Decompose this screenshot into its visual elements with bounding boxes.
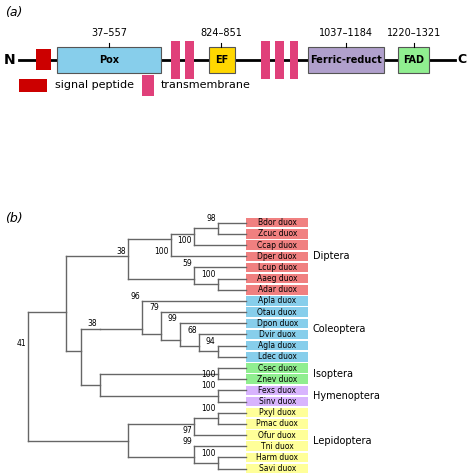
Text: 94: 94 bbox=[206, 337, 216, 346]
Text: Csec duox: Csec duox bbox=[258, 364, 297, 373]
Text: N: N bbox=[4, 53, 15, 67]
Text: Zcuc duox: Zcuc duox bbox=[257, 229, 297, 238]
FancyBboxPatch shape bbox=[246, 263, 308, 272]
Text: C: C bbox=[457, 53, 466, 66]
Text: Diptera: Diptera bbox=[313, 251, 349, 261]
FancyBboxPatch shape bbox=[261, 41, 270, 79]
Text: Sinv duox: Sinv duox bbox=[259, 397, 296, 406]
FancyBboxPatch shape bbox=[246, 352, 308, 362]
Text: 98: 98 bbox=[206, 214, 216, 223]
FancyBboxPatch shape bbox=[246, 285, 308, 294]
FancyBboxPatch shape bbox=[246, 397, 308, 406]
FancyBboxPatch shape bbox=[398, 47, 429, 73]
FancyBboxPatch shape bbox=[36, 49, 51, 71]
Text: EF: EF bbox=[215, 55, 228, 65]
FancyBboxPatch shape bbox=[246, 229, 308, 238]
FancyBboxPatch shape bbox=[246, 374, 308, 384]
Text: transmembrane: transmembrane bbox=[161, 80, 251, 91]
Text: signal peptide: signal peptide bbox=[55, 80, 134, 91]
Text: Ferric-reduct: Ferric-reduct bbox=[310, 55, 382, 65]
FancyBboxPatch shape bbox=[246, 307, 308, 317]
Text: FAD: FAD bbox=[403, 55, 424, 65]
Text: Dper duox: Dper duox bbox=[257, 252, 297, 261]
Text: 68: 68 bbox=[187, 326, 197, 335]
Text: 100: 100 bbox=[201, 370, 216, 379]
Text: Coleoptera: Coleoptera bbox=[313, 324, 366, 334]
FancyBboxPatch shape bbox=[246, 441, 308, 451]
Text: Harm duox: Harm duox bbox=[256, 453, 298, 462]
Text: Pxyl duox: Pxyl duox bbox=[259, 408, 296, 417]
Text: 824–851: 824–851 bbox=[201, 28, 242, 38]
Text: Lepidoptera: Lepidoptera bbox=[313, 436, 371, 446]
Text: 1037–1184: 1037–1184 bbox=[319, 28, 373, 38]
FancyBboxPatch shape bbox=[171, 41, 180, 79]
FancyBboxPatch shape bbox=[246, 240, 308, 250]
FancyBboxPatch shape bbox=[308, 47, 384, 73]
Text: 100: 100 bbox=[201, 448, 216, 457]
FancyBboxPatch shape bbox=[246, 363, 308, 373]
FancyBboxPatch shape bbox=[246, 319, 308, 328]
FancyBboxPatch shape bbox=[19, 79, 47, 92]
Text: 100: 100 bbox=[201, 382, 216, 391]
FancyBboxPatch shape bbox=[275, 41, 284, 79]
Text: 100: 100 bbox=[201, 270, 216, 279]
Text: Adar duox: Adar duox bbox=[258, 285, 297, 294]
FancyBboxPatch shape bbox=[246, 453, 308, 462]
Text: 99: 99 bbox=[182, 438, 192, 447]
Text: 100: 100 bbox=[177, 236, 192, 245]
Text: 97: 97 bbox=[182, 426, 192, 435]
Text: Fexs duox: Fexs duox bbox=[258, 386, 296, 395]
Text: Aaeg duox: Aaeg duox bbox=[257, 274, 298, 283]
FancyBboxPatch shape bbox=[246, 296, 308, 306]
Text: Tni duox: Tni duox bbox=[261, 442, 294, 451]
Text: 37–557: 37–557 bbox=[91, 28, 127, 38]
Text: Pox: Pox bbox=[99, 55, 119, 65]
FancyBboxPatch shape bbox=[57, 47, 161, 73]
Text: Apla duox: Apla duox bbox=[258, 296, 296, 305]
Text: (b): (b) bbox=[5, 212, 22, 225]
Text: Isoptera: Isoptera bbox=[313, 369, 353, 379]
Text: 100: 100 bbox=[154, 247, 168, 256]
Text: Pmac duox: Pmac duox bbox=[256, 419, 298, 428]
Text: Savi duox: Savi duox bbox=[259, 464, 296, 473]
Text: Ccap duox: Ccap duox bbox=[257, 241, 297, 250]
Text: 38: 38 bbox=[88, 319, 97, 328]
Text: Agla duox: Agla duox bbox=[258, 341, 296, 350]
FancyBboxPatch shape bbox=[246, 419, 308, 428]
Text: Ldec duox: Ldec duox bbox=[258, 352, 297, 361]
Text: 79: 79 bbox=[149, 303, 159, 312]
Text: Hymenoptera: Hymenoptera bbox=[313, 391, 380, 401]
Text: (a): (a) bbox=[5, 7, 22, 19]
FancyBboxPatch shape bbox=[246, 341, 308, 350]
FancyBboxPatch shape bbox=[185, 41, 194, 79]
Text: Lcup duox: Lcup duox bbox=[258, 263, 297, 272]
FancyBboxPatch shape bbox=[246, 274, 308, 283]
FancyBboxPatch shape bbox=[246, 408, 308, 418]
Text: Bdor duox: Bdor duox bbox=[258, 218, 297, 227]
FancyBboxPatch shape bbox=[142, 74, 154, 96]
FancyBboxPatch shape bbox=[246, 330, 308, 339]
Text: 96: 96 bbox=[130, 292, 140, 301]
FancyBboxPatch shape bbox=[246, 430, 308, 440]
Text: 59: 59 bbox=[182, 258, 192, 267]
FancyBboxPatch shape bbox=[246, 218, 308, 228]
Text: 41: 41 bbox=[17, 338, 26, 347]
Text: Znev duox: Znev duox bbox=[257, 374, 297, 383]
Text: 99: 99 bbox=[168, 314, 178, 323]
Text: 38: 38 bbox=[116, 246, 126, 255]
FancyBboxPatch shape bbox=[246, 386, 308, 395]
FancyBboxPatch shape bbox=[209, 47, 235, 73]
Text: Otau duox: Otau duox bbox=[257, 308, 297, 317]
FancyBboxPatch shape bbox=[246, 252, 308, 261]
Text: Dpon duox: Dpon duox bbox=[256, 319, 298, 328]
FancyBboxPatch shape bbox=[290, 41, 298, 79]
Text: Dvir duox: Dvir duox bbox=[259, 330, 296, 339]
Text: 1220–1321: 1220–1321 bbox=[387, 28, 441, 38]
Text: 100: 100 bbox=[201, 404, 216, 413]
Text: Ofur duox: Ofur duox bbox=[258, 430, 296, 439]
FancyBboxPatch shape bbox=[246, 464, 308, 474]
